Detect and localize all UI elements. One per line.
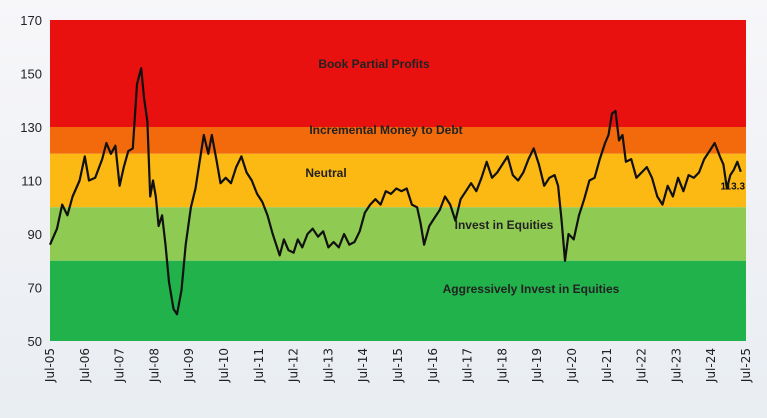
x-tick-label: Jul-20	[565, 348, 579, 383]
x-tick-label: Jul-16	[426, 348, 440, 383]
zone-band	[50, 260, 746, 341]
x-tick-label: Jul-10	[217, 348, 231, 383]
zone-label: Invest in Equities	[455, 218, 554, 232]
y-tick-label: 150	[20, 67, 42, 82]
zone-label: Incremental Money to Debt	[309, 123, 462, 137]
y-tick-label: 170	[20, 13, 42, 28]
zone-band	[50, 127, 746, 154]
x-tick-label: Jul-08	[147, 348, 161, 383]
zone-band	[50, 20, 746, 127]
x-tick-label: Jul-21	[600, 348, 614, 383]
x-tick-label: Jul-14	[356, 348, 370, 383]
x-tick-label: Jul-15	[391, 348, 405, 383]
zone-label: Aggressively Invest in Equities	[443, 282, 620, 296]
x-tick-label: Jul-22	[635, 348, 649, 383]
data-labels: 113.3	[721, 182, 746, 193]
y-tick-label: 90	[28, 227, 42, 242]
x-tick-label: Jul-24	[704, 348, 718, 383]
zone-labels: Book Partial Profits Incremental Money to…	[305, 57, 619, 296]
x-tick-label: Jul-19	[530, 348, 544, 383]
x-tick-label: Jul-11	[252, 348, 266, 383]
y-tick-label: 110	[21, 174, 42, 189]
x-tick-label: Jul-09	[182, 348, 196, 383]
y-tick-label: 70	[28, 281, 42, 296]
y-tick-label: 50	[28, 334, 42, 349]
y-axis: 50 70 90 110 130 150 170	[20, 13, 42, 349]
zone-band	[50, 153, 746, 208]
zone-label: Neutral	[305, 166, 346, 180]
x-tick-label: Jul-06	[78, 348, 92, 383]
x-tick-label: Jul-23	[669, 348, 683, 383]
x-tick-label: Jul-12	[287, 348, 301, 383]
x-tick-label: Jul-18	[495, 348, 509, 383]
x-tick-label: Jul-17	[461, 348, 475, 383]
data-label: 113.3	[721, 182, 746, 193]
x-tick-label: Jul-05	[43, 348, 57, 383]
zone-label: Book Partial Profits	[318, 57, 430, 71]
x-tick-label: Jul-13	[321, 348, 335, 383]
x-tick-label: Jul-07	[113, 348, 127, 383]
y-tick-label: 130	[20, 120, 42, 135]
zone-band	[50, 207, 746, 261]
x-tick-label: Jul-25	[739, 348, 753, 383]
zone-bands	[50, 20, 746, 341]
x-axis: Jul-05 Jul-06 Jul-07 Jul-08 Jul-09 Jul-10 Jul-…	[43, 348, 753, 383]
series-line	[48, 67, 742, 316]
